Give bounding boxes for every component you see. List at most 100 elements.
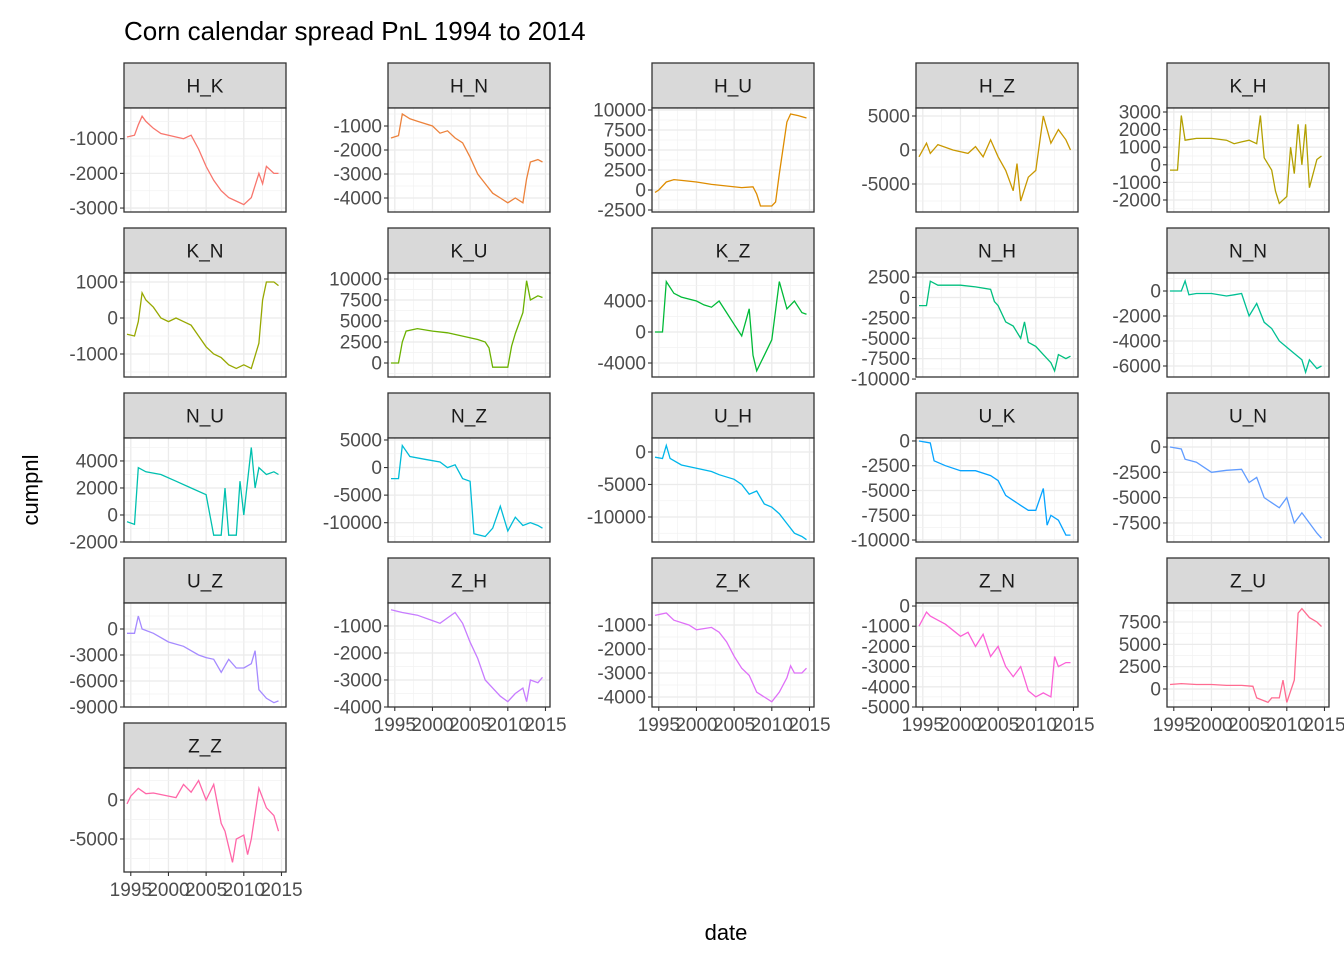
y-tick-label: -2000 [1112,307,1161,328]
y-tick-label: 0 [371,458,382,479]
series-line-Z_N [918,610,1071,698]
x-tick-label: 2015 [1303,715,1344,736]
panel-border [123,437,287,543]
facet-U_N: U_N 0 -2500 -5000 -7500 [1112,392,1330,543]
y-tick-label: 0 [1150,679,1161,700]
grid-lines [652,603,814,707]
y-tick-label: -1000 [69,129,118,150]
grid-lines [1167,603,1329,707]
strip-label: H_Z [979,77,1015,98]
panel-border [387,437,551,543]
panel-border [387,107,551,213]
panel-background [916,273,1078,377]
strip-label: K_U [451,242,488,263]
strip-background [1166,557,1330,604]
strip-label: H_K [187,77,224,98]
y-tick-label: -10000 [323,513,382,534]
series-line-K_U [391,280,543,368]
grid-lines [124,273,286,377]
facet-Z_H: Z_H -1000 -2000 -3000 -400019952000200520102… [333,557,567,736]
y-tick-label: 0 [899,140,910,161]
y-tick-label: 4000 [76,451,118,472]
y-tick-label: 0 [107,308,118,329]
strip-label: H_N [450,77,488,98]
series-line-H_K [126,114,279,206]
y-tick-label: -2000 [69,533,118,554]
grid-lines [124,603,286,707]
x-tick-label: 2010 [487,715,529,736]
y-tick-label: -5000 [861,698,910,719]
y-tick-label: -5000 [861,174,910,195]
y-tick-label: 7500 [604,121,646,142]
series-line-H_N [390,112,543,204]
panel-border [123,107,287,213]
y-tick-label: 2500 [1119,657,1161,678]
x-tick-label: 2005 [977,715,1019,736]
series-line-U_K [918,440,1071,536]
grid-lines [1167,273,1329,377]
strip-label: K_Z [716,242,751,263]
grid-lines [1167,438,1329,542]
y-tick-label: -3000 [69,199,118,220]
series-line-Z_H [390,609,543,703]
y-tick-label: 0 [371,353,382,374]
strip-label: U_N [1229,407,1267,428]
y-tick-label: -2000 [333,141,382,162]
y-tick-label: -5000 [861,329,910,350]
strip-label: Z_Z [188,737,222,758]
y-tick-label: -5000 [69,829,118,850]
y-tick-label: -2000 [861,637,910,658]
y-tick-label: 0 [1150,438,1161,459]
strip-background [123,722,287,769]
y-tick-label: 1000 [1119,138,1161,159]
y-tick-label: 5000 [604,141,646,162]
x-tick-label: 2005 [449,715,491,736]
x-tick-label: 2015 [524,715,566,736]
y-tick-label: -5000 [597,475,646,496]
strip-label: Z_H [451,572,487,593]
grid-lines [124,438,286,542]
strip-label: U_Z [187,572,223,593]
y-tick-label: 4000 [604,292,646,313]
x-tick-label: 2015 [260,880,302,901]
strip-label: H_U [714,77,752,98]
strip-background [651,557,815,604]
facet-Z_K: Z_K -1000 -2000-3000 -4000 19952000200520102… [597,557,831,736]
y-tick-label: -4000 [1112,332,1161,353]
y-tick-label: -6000 [69,672,118,693]
y-tick-label: 0 [1150,282,1161,303]
grid-lines [388,273,550,377]
grid-lines [916,438,1078,542]
panel-background [124,438,286,542]
y-tick-label: -2000 [1112,190,1161,211]
y-tick-label: 2500 [340,332,382,353]
grid-lines [124,768,286,872]
facet-Z_N: Z_N 0-1000-2000-3000-4000-500019952000200… [861,557,1095,736]
strip-label: N_N [1229,242,1267,263]
facet-N_U: N_U 4000 2000 0 -2000 [69,392,287,554]
series-line-Z_U [1169,607,1322,704]
series-line-U_Z [127,615,279,704]
strip-background [387,392,551,439]
x-tick-label: 2000 [147,880,189,901]
y-tick-label: -2500 [861,308,910,329]
facet-U_Z: U_Z 0 -3000 -6000 -9000 [69,557,287,719]
facet-N_N: N_N 0 -2000 -4000 -6000 [1112,227,1330,378]
x-tick-label: 2000 [411,715,453,736]
facet-K_Z: K_Z 4000 0 -4000 [597,227,815,378]
x-axis-title: date [705,920,748,945]
grid-lines [652,108,814,212]
y-tick-label: 2000 [1119,120,1161,141]
grid-lines [388,603,550,707]
y-tick-label: -3000 [333,670,382,691]
series-line-K_Z [655,279,807,373]
y-tick-label: 0 [899,431,910,452]
grid-lines [388,438,550,542]
facet-U_K: U_K 0 -2500 -5000 -7500 -10000 [851,392,1079,552]
y-tick-label: 2500 [604,161,646,182]
y-tick-label: -5000 [333,486,382,507]
